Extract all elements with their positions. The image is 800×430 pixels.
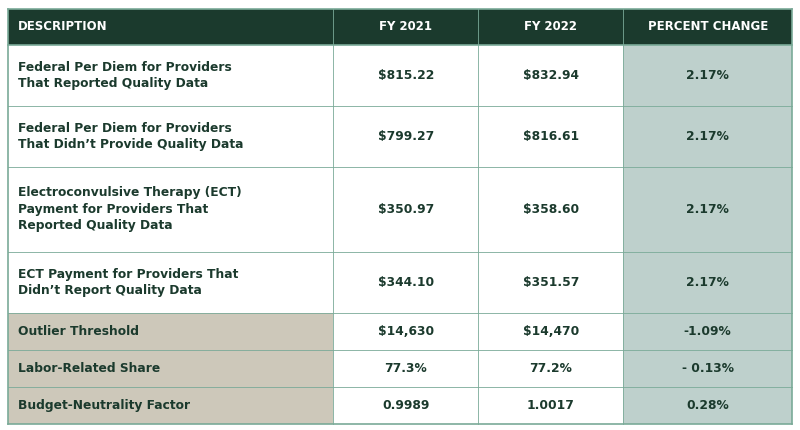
Text: 77.2%: 77.2% (530, 362, 572, 375)
Bar (478, 45, 623, 106)
Text: 77.3%: 77.3% (385, 362, 427, 375)
Bar (478, 313, 623, 350)
Text: 2.17%: 2.17% (686, 130, 729, 143)
Text: ECT Payment for Providers That
Didn’t Report Quality Data: ECT Payment for Providers That Didn’t Re… (18, 267, 238, 297)
Bar (8, 45, 334, 106)
Text: $816.61: $816.61 (523, 130, 579, 143)
Bar (623, 106, 792, 167)
Bar (623, 45, 792, 106)
Text: PERCENT CHANGE: PERCENT CHANGE (647, 20, 768, 34)
Bar (478, 252, 623, 313)
Text: $832.94: $832.94 (523, 69, 579, 82)
Text: $351.57: $351.57 (522, 276, 579, 289)
Bar (478, 350, 623, 387)
Bar (8, 350, 334, 387)
Bar (8, 9, 792, 45)
Bar (334, 45, 478, 106)
Text: Outlier Threshold: Outlier Threshold (18, 325, 138, 338)
Text: $14,630: $14,630 (378, 325, 434, 338)
Text: Federal Per Diem for Providers
That Didn’t Provide Quality Data: Federal Per Diem for Providers That Didn… (18, 122, 243, 151)
Bar (478, 167, 623, 252)
Text: DESCRIPTION: DESCRIPTION (18, 20, 107, 34)
Bar (334, 252, 478, 313)
Text: Budget-Neutrality Factor: Budget-Neutrality Factor (18, 399, 190, 412)
Bar (623, 252, 792, 313)
Bar (8, 167, 334, 252)
Text: 2.17%: 2.17% (686, 276, 729, 289)
Bar (334, 167, 478, 252)
Bar (334, 106, 478, 167)
Bar (623, 387, 792, 424)
Text: FY 2021: FY 2021 (379, 20, 432, 34)
Text: 2.17%: 2.17% (686, 203, 729, 216)
Bar (623, 313, 792, 350)
Text: 1.0017: 1.0017 (527, 399, 575, 412)
Text: $815.22: $815.22 (378, 69, 434, 82)
Bar (334, 313, 478, 350)
Bar (623, 167, 792, 252)
Text: $344.10: $344.10 (378, 276, 434, 289)
Bar (8, 106, 334, 167)
Bar (8, 387, 334, 424)
Text: 0.9989: 0.9989 (382, 399, 430, 412)
Text: $799.27: $799.27 (378, 130, 434, 143)
Text: 0.28%: 0.28% (686, 399, 729, 412)
Bar (334, 387, 478, 424)
Text: Labor-Related Share: Labor-Related Share (18, 362, 160, 375)
Bar (334, 350, 478, 387)
Text: - 0.13%: - 0.13% (682, 362, 734, 375)
Text: $14,470: $14,470 (522, 325, 579, 338)
Text: FY 2022: FY 2022 (525, 20, 578, 34)
Text: Electroconvulsive Therapy (ECT)
Payment for Providers That
Reported Quality Data: Electroconvulsive Therapy (ECT) Payment … (18, 187, 242, 232)
Bar (8, 252, 334, 313)
Text: -1.09%: -1.09% (684, 325, 731, 338)
Text: $358.60: $358.60 (523, 203, 579, 216)
Text: 2.17%: 2.17% (686, 69, 729, 82)
Bar (478, 106, 623, 167)
Text: Federal Per Diem for Providers
That Reported Quality Data: Federal Per Diem for Providers That Repo… (18, 61, 231, 90)
Bar (478, 387, 623, 424)
Bar (8, 313, 334, 350)
Bar (623, 350, 792, 387)
Text: $350.97: $350.97 (378, 203, 434, 216)
